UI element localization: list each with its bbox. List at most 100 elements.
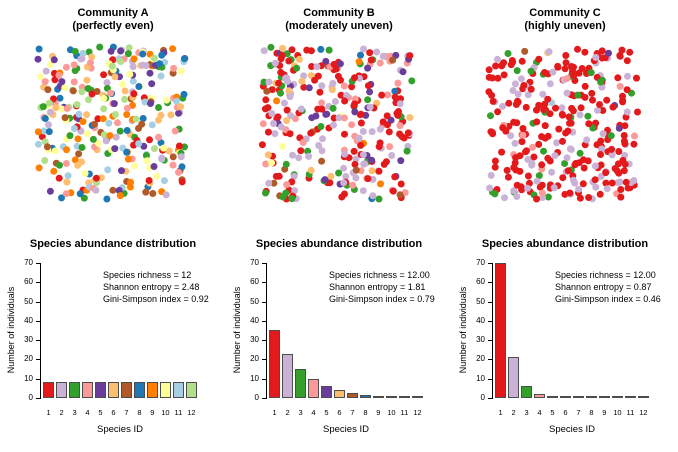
- species-dot: [591, 162, 599, 170]
- abundance-bar: [282, 354, 293, 398]
- species-dot: [621, 160, 629, 168]
- species-dot: [35, 45, 43, 53]
- y-tick-label: 0: [254, 393, 259, 402]
- species-dot: [123, 111, 131, 118]
- y-tick-mark: [262, 398, 266, 399]
- species-dot: [271, 59, 279, 67]
- species-dot: [359, 128, 367, 135]
- species-dot: [530, 153, 538, 161]
- species-dot: [64, 172, 72, 180]
- x-tick-label: 2: [511, 408, 516, 417]
- species-dot: [533, 195, 541, 203]
- species-dot: [633, 74, 640, 82]
- y-tick-mark: [488, 359, 492, 360]
- species-dot: [329, 104, 337, 112]
- species-dot: [63, 146, 70, 154]
- species-dot: [355, 134, 363, 142]
- stats-line: Shannon entropy = 2.48: [103, 282, 200, 292]
- species-dot: [493, 55, 501, 63]
- species-dot: [376, 59, 384, 67]
- species-dot: [77, 55, 85, 63]
- species-dot: [275, 172, 283, 180]
- species-dot: [563, 89, 571, 97]
- y-tick-label: 50: [476, 297, 485, 306]
- species-dot: [83, 76, 91, 84]
- species-dot: [597, 161, 605, 169]
- species-dot: [396, 130, 404, 138]
- abundance-bar: [534, 394, 545, 398]
- species-dot: [45, 121, 52, 129]
- species-dot: [577, 104, 585, 112]
- species-dot: [92, 174, 100, 182]
- species-dot: [43, 143, 51, 151]
- species-dot: [570, 72, 578, 80]
- species-dot: [265, 78, 273, 86]
- species-dot: [395, 108, 402, 115]
- species-dot: [151, 145, 158, 153]
- species-dot: [74, 135, 82, 143]
- species-dot: [34, 128, 42, 136]
- species-dot: [394, 79, 402, 87]
- species-dot: [124, 50, 132, 58]
- species-dot: [130, 55, 138, 63]
- species-dot: [149, 190, 157, 197]
- species-dot: [498, 62, 506, 70]
- species-dot: [160, 144, 168, 152]
- y-tick-label: 30: [250, 335, 259, 344]
- species-dot: [148, 121, 156, 129]
- species-dot: [558, 104, 566, 112]
- species-dot: [331, 98, 339, 105]
- abundance-bar: [56, 382, 67, 398]
- abundance-bar: [295, 369, 306, 398]
- species-dot: [391, 173, 399, 181]
- species-dot: [112, 111, 119, 118]
- species-dot: [41, 157, 49, 164]
- species-dot: [403, 147, 411, 155]
- x-axis-label: Species ID: [323, 424, 369, 435]
- species-dot: [357, 141, 365, 149]
- species-dot: [123, 127, 131, 134]
- species-dot: [334, 72, 342, 80]
- species-dot: [307, 166, 315, 174]
- species-dot: [298, 77, 306, 85]
- x-tick-label: 7: [350, 408, 355, 417]
- species-dot: [129, 101, 136, 109]
- abundance-bar: [334, 390, 345, 398]
- species-dot: [519, 125, 527, 132]
- species-dot: [549, 68, 557, 76]
- species-dot: [118, 167, 125, 175]
- species-dot: [366, 49, 374, 57]
- species-dot: [535, 55, 543, 63]
- species-dot: [594, 106, 601, 114]
- species-dot: [177, 103, 185, 111]
- species-dot: [143, 157, 151, 165]
- species-dot: [268, 86, 276, 94]
- species-dot: [341, 150, 349, 158]
- species-dot: [360, 45, 367, 53]
- species-dot: [579, 156, 587, 164]
- species-dot: [487, 112, 494, 120]
- species-dot: [375, 167, 383, 175]
- community-panel: Community A (perfectly even) Species abu…: [0, 0, 226, 452]
- species-dot: [348, 121, 356, 129]
- y-tick-mark: [36, 340, 40, 341]
- species-dot: [492, 62, 500, 70]
- species-dot: [383, 112, 391, 120]
- species-dot: [355, 58, 363, 66]
- species-dot: [75, 150, 83, 158]
- species-dot: [494, 108, 502, 116]
- species-dot: [626, 184, 634, 192]
- species-dot: [364, 175, 372, 183]
- species-dot: [277, 68, 285, 76]
- abundance-bar: [308, 379, 319, 398]
- species-dot: [114, 119, 121, 127]
- species-dot: [74, 161, 82, 169]
- species-dot: [580, 164, 588, 172]
- species-dot: [623, 57, 631, 65]
- species-dot: [583, 136, 591, 144]
- x-tick-label: 1: [46, 408, 51, 417]
- y-tick-mark: [36, 398, 40, 399]
- species-dot: [617, 193, 625, 201]
- species-dot: [328, 86, 336, 94]
- species-dot: [602, 169, 610, 177]
